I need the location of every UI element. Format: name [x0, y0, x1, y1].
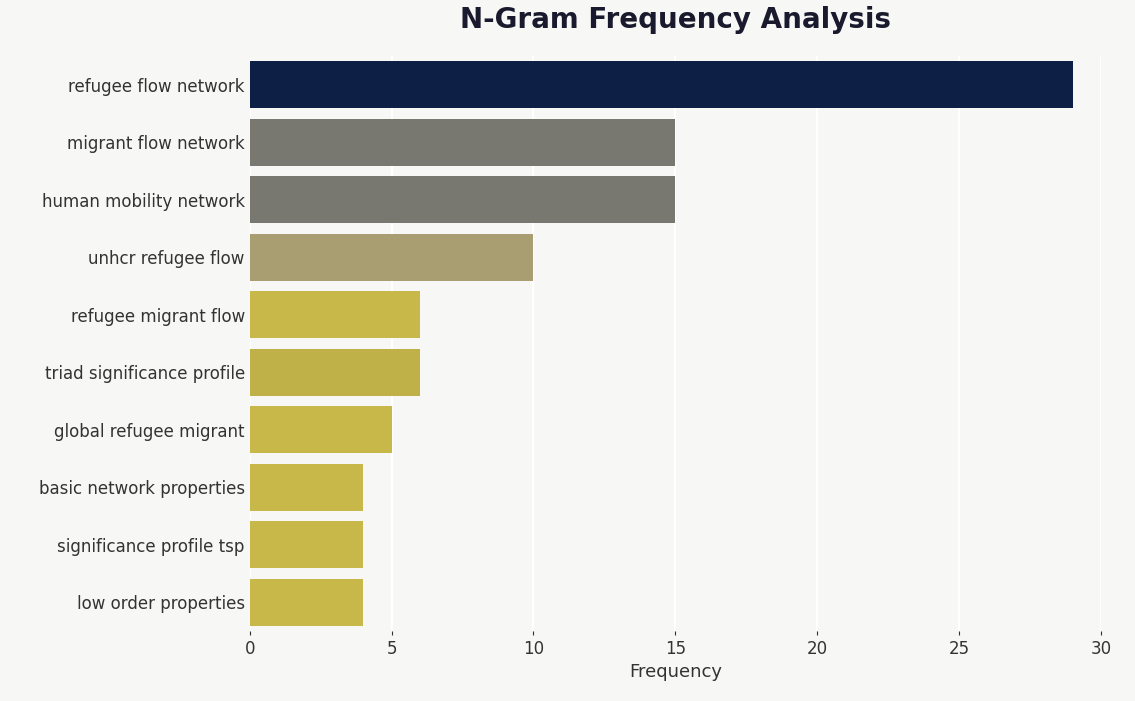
Bar [250, 406, 392, 454]
Bar [250, 463, 363, 511]
Bar [250, 578, 363, 626]
Bar [250, 521, 363, 569]
Title: N-Gram Frequency Analysis: N-Gram Frequency Analysis [460, 6, 891, 34]
Bar [250, 176, 675, 224]
Bar [250, 348, 420, 396]
Bar [250, 233, 533, 281]
Bar [250, 291, 420, 339]
Bar [250, 118, 675, 166]
X-axis label: Frequency: Frequency [629, 663, 722, 681]
Bar [250, 61, 1073, 109]
